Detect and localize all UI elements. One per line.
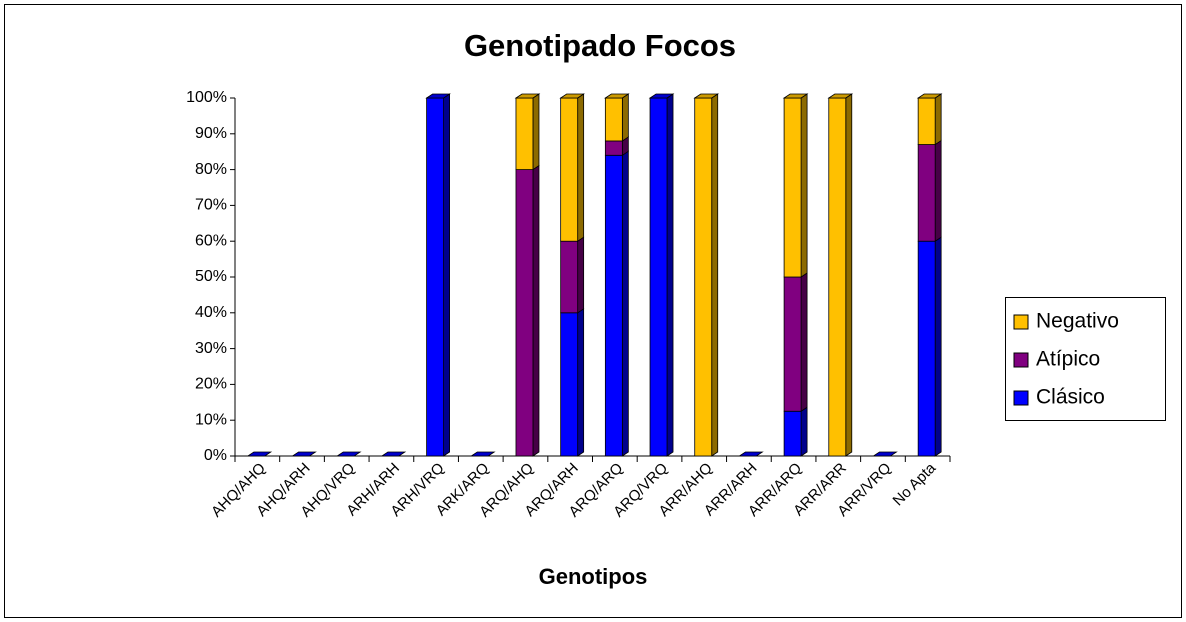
bar	[694, 97, 713, 457]
bar	[515, 169, 534, 457]
bar-side	[577, 236, 585, 314]
bar-side	[934, 139, 942, 242]
bar-side	[532, 93, 540, 171]
bar-top	[469, 451, 496, 457]
bar	[560, 97, 579, 242]
bar-top	[559, 93, 585, 99]
bar	[560, 240, 579, 314]
bar	[828, 97, 847, 457]
legend-label: Negativo	[1036, 310, 1119, 333]
bar	[604, 154, 623, 457]
bar-side	[800, 93, 808, 278]
legend-box	[1005, 297, 1166, 421]
legend-swatch	[1013, 390, 1029, 406]
bar	[917, 97, 936, 145]
bar-top	[916, 93, 943, 99]
bar-side	[532, 164, 540, 457]
y-tick-label: 80%	[195, 161, 227, 178]
bar-side	[577, 93, 585, 242]
bar-side	[934, 236, 942, 457]
legend-label: Clásico	[1036, 386, 1105, 409]
bar	[917, 144, 936, 242]
y-tick-label: 40%	[195, 304, 227, 321]
y-tick-label: 20%	[195, 376, 227, 393]
y-tick-label: 0%	[204, 447, 227, 464]
bar	[783, 410, 802, 457]
bar-top	[335, 451, 362, 457]
bar	[649, 97, 668, 457]
y-tick-label: 50%	[195, 268, 227, 285]
legend-swatch	[1013, 352, 1029, 368]
bar	[783, 97, 802, 278]
bar	[604, 140, 623, 156]
chart-title: Genotipado Focos	[464, 28, 736, 63]
y-tick-label: 90%	[195, 125, 227, 142]
y-tick-label: 100%	[186, 89, 227, 106]
bar-top	[514, 93, 541, 99]
bar	[515, 97, 534, 170]
bar-side	[845, 93, 853, 457]
bar-side	[711, 93, 719, 457]
bar-top	[425, 93, 451, 99]
bar	[604, 97, 623, 142]
bar-top	[738, 451, 764, 457]
y-tick-label: 70%	[195, 197, 227, 214]
bar-top	[693, 93, 720, 99]
bar	[426, 97, 444, 457]
bar-side	[621, 93, 629, 142]
bar-side	[666, 93, 674, 457]
bar-side	[800, 272, 808, 412]
x-axis-label: Genotipos	[539, 564, 648, 589]
bar-top	[291, 451, 317, 457]
bar	[783, 276, 802, 412]
bar-top	[648, 93, 675, 99]
y-tick-label: 10%	[195, 411, 227, 428]
bar-top	[782, 93, 809, 99]
legend-swatch	[1013, 314, 1029, 330]
bar-top	[827, 93, 854, 99]
bar-top	[872, 451, 898, 457]
y-tick-label: 30%	[195, 340, 227, 357]
legend-label: Atípico	[1036, 348, 1100, 371]
y-tick-label: 60%	[195, 232, 227, 249]
bar-side	[800, 406, 808, 457]
bar-side	[577, 308, 585, 457]
bar-top	[604, 93, 630, 99]
bar	[917, 240, 936, 457]
chart-border	[4, 4, 1182, 618]
bar-side	[443, 93, 450, 457]
bar-side	[621, 150, 629, 457]
bar-top	[246, 451, 273, 457]
bar-side	[934, 93, 942, 146]
bar-top	[380, 451, 407, 457]
bar	[560, 312, 579, 457]
